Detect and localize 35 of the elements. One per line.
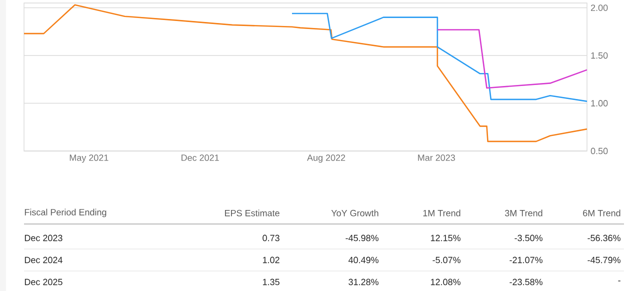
text: YoY Growth <box>331 210 378 216</box>
y-tick-label: 0.50 <box>590 148 608 154</box>
text: -3.50% <box>514 234 542 242</box>
line-series <box>436 29 587 89</box>
text: 1M Trend <box>423 210 460 216</box>
text: -5.07% <box>432 256 460 264</box>
y-tick-label: 2.00 <box>590 4 608 11</box>
text: -21.07% <box>510 256 542 264</box>
x-tick-label: Aug 2022 <box>307 154 346 163</box>
text: -45.79% <box>588 256 620 264</box>
text: Fiscal Period Ending <box>24 208 106 218</box>
text: 31.28% <box>348 278 378 286</box>
text: Dec 2025 <box>24 278 62 286</box>
text: 6M Trend <box>583 210 620 216</box>
text: EPS Estimate <box>225 210 280 216</box>
line-series <box>291 12 587 102</box>
text: -45.98% <box>346 234 378 242</box>
x-tick-label: May 2021 <box>70 154 108 163</box>
text: - <box>618 280 620 282</box>
text: 1.35 <box>262 278 280 286</box>
text: 40.49% <box>348 256 378 264</box>
line-series <box>24 4 587 142</box>
x-tick-label: Dec 2021 <box>182 154 219 161</box>
text: 0.73 <box>262 234 280 242</box>
text: 3M Trend <box>504 210 542 216</box>
text: Dec 2024 <box>24 256 62 264</box>
x-tick-label: Mar 2023 <box>418 154 455 161</box>
text: Dec 2023 <box>24 234 62 242</box>
text: 12.15% <box>430 234 460 242</box>
text: -23.58% <box>510 278 542 286</box>
text: 1.02 <box>262 256 280 264</box>
text: -56.36% <box>588 234 620 242</box>
y-tick-label: 1.00 <box>591 100 608 106</box>
text: 12.08% <box>430 278 460 286</box>
y-tick-label: 1.50 <box>591 52 608 59</box>
